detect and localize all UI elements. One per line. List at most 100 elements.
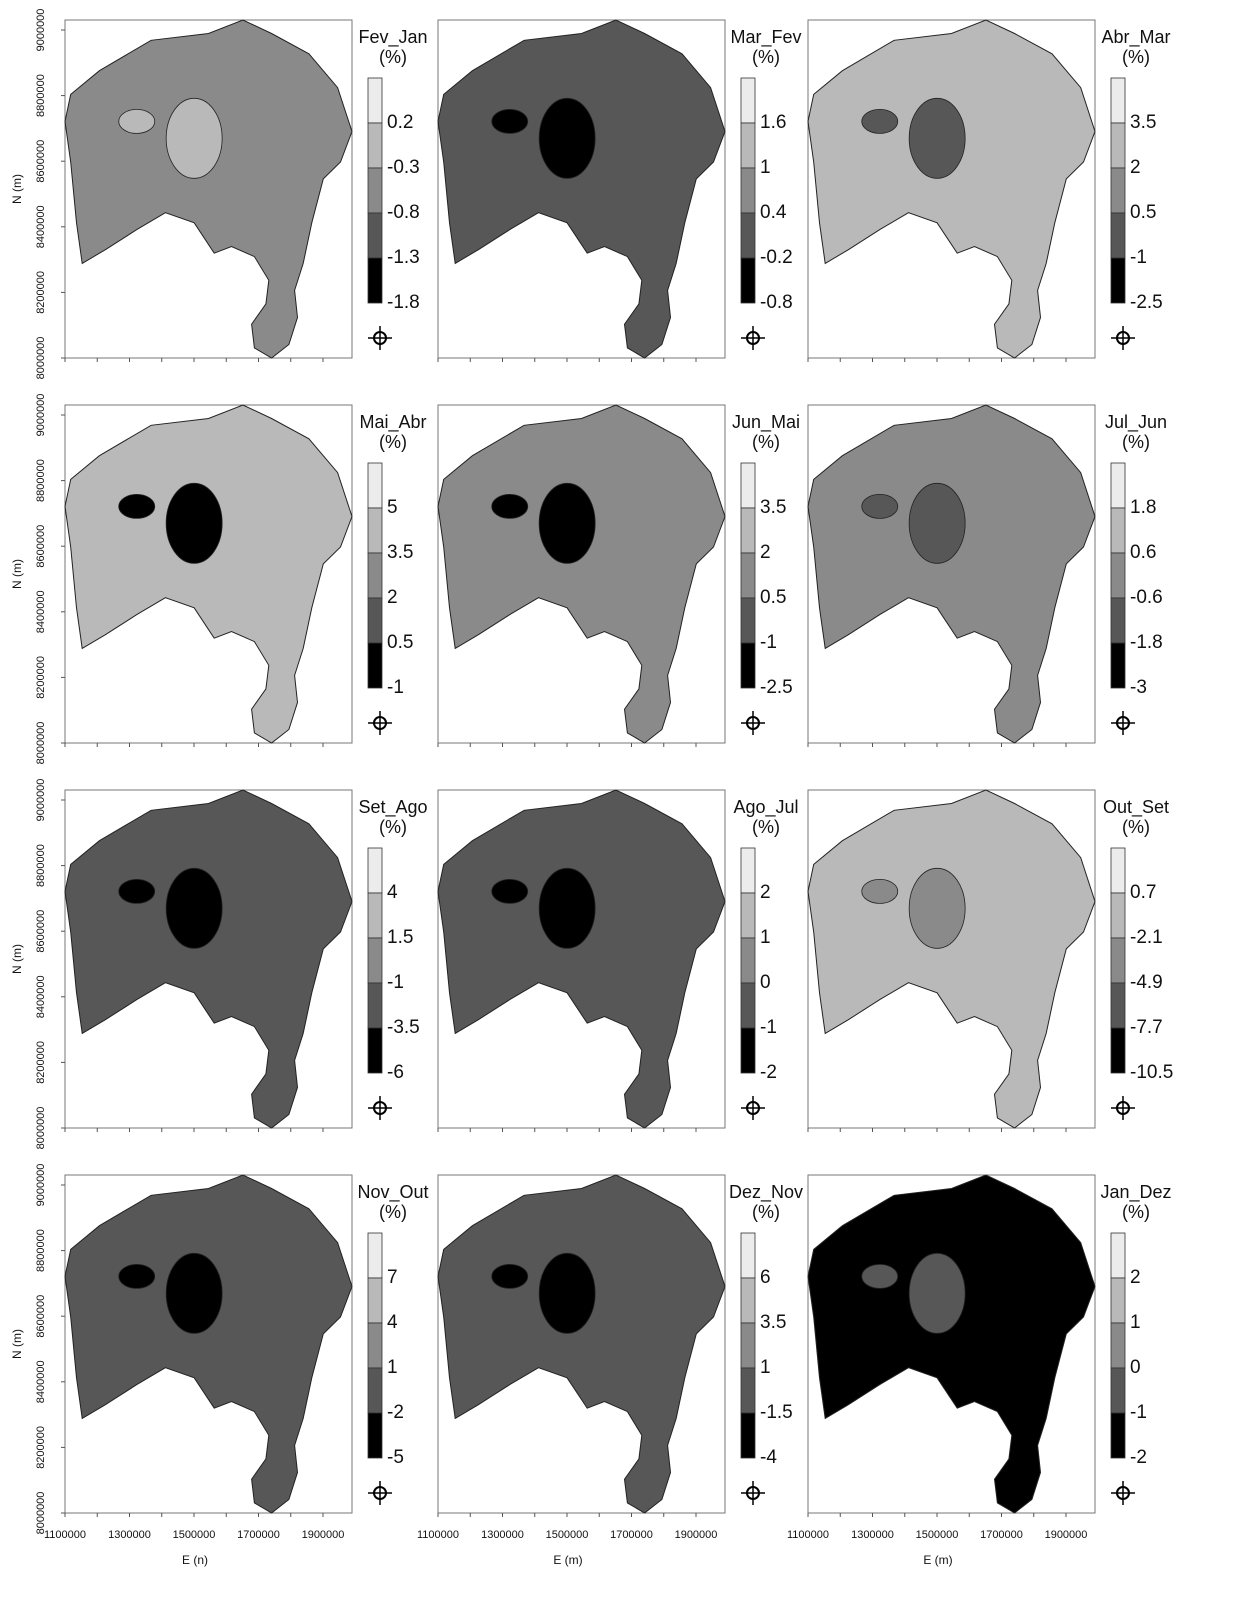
- legend-swatch: [368, 598, 382, 643]
- legend-swatch: [741, 508, 755, 553]
- x-tick-label: 1700000: [980, 1529, 1023, 1541]
- legend-swatch: [741, 983, 755, 1028]
- legend-title: Jun_Mai: [732, 412, 800, 433]
- legend-swatch: [741, 1413, 755, 1458]
- legend-swatch: [1111, 78, 1125, 123]
- legend-swatch: [741, 1323, 755, 1368]
- legend-label: -2: [387, 1402, 404, 1423]
- legend-swatch: [368, 168, 382, 213]
- legend-label: 0.6: [1130, 542, 1156, 563]
- legend-label: 3.5: [387, 542, 413, 563]
- y-tick-label: 8800000: [35, 459, 47, 502]
- compass: [741, 1096, 765, 1120]
- legend-title: Nov_Out: [357, 1182, 428, 1203]
- y-tick-label: 8000000: [35, 722, 47, 765]
- y-tick-label: 8200000: [35, 1426, 47, 1469]
- x-axis-label: E (m): [923, 1553, 952, 1567]
- y-tick-label: 8000000: [35, 337, 47, 380]
- legend-swatch: [1111, 938, 1125, 983]
- compass: [741, 326, 765, 350]
- y-tick-label: 8600000: [35, 525, 47, 568]
- legend-swatch: [368, 123, 382, 168]
- y-tick-label: 8400000: [35, 205, 47, 248]
- map-zone: [539, 483, 595, 563]
- legend-label: 0: [760, 972, 771, 993]
- legend-label: 5: [387, 497, 398, 518]
- legend-label: 1: [1130, 1312, 1141, 1333]
- legend-title: Set_Ago: [358, 797, 427, 818]
- legend-swatch: [368, 1278, 382, 1323]
- legend-unit: (%): [1122, 47, 1150, 67]
- x-axis-label: E (n): [182, 1553, 208, 1567]
- legend-label: -2.5: [760, 677, 793, 698]
- legend-swatch: [368, 1233, 382, 1278]
- legend-swatch: [741, 643, 755, 688]
- y-tick-label: 9000000: [35, 394, 47, 437]
- y-axis-label: N (m): [10, 1329, 24, 1359]
- legend-label: 0.7: [1130, 882, 1156, 903]
- legend-label: -6: [387, 1062, 404, 1083]
- y-tick-label: 8800000: [35, 1229, 47, 1272]
- legend-swatch: [741, 1233, 755, 1278]
- y-axis-label: N (m): [10, 174, 24, 204]
- legend-label: -0.2: [760, 247, 793, 268]
- compass: [741, 711, 765, 735]
- legend-swatch: [368, 78, 382, 123]
- legend-unit: (%): [379, 47, 407, 67]
- legend-unit: (%): [379, 432, 407, 452]
- legend-title: Out_Set: [1103, 797, 1169, 818]
- legend-swatch: [1111, 258, 1125, 303]
- legend-unit: (%): [379, 817, 407, 837]
- x-tick-label: 1900000: [675, 1529, 718, 1541]
- legend-swatch: [368, 643, 382, 688]
- legend-label: -2: [1130, 1447, 1147, 1468]
- x-tick-label: 1100000: [44, 1529, 86, 1541]
- legend-swatch: [741, 463, 755, 508]
- legend-label: 1.8: [1130, 497, 1156, 518]
- legend-swatch: [368, 508, 382, 553]
- legend-unit: (%): [752, 817, 780, 837]
- legend-label: 0.4: [760, 202, 787, 223]
- legend-label: -0.8: [760, 292, 793, 313]
- legend-swatch: [741, 848, 755, 893]
- compass: [1111, 1481, 1135, 1505]
- legend-swatch: [368, 893, 382, 938]
- legend-title: Jul_Jun: [1105, 412, 1167, 433]
- legend-title: Jan_Dez: [1100, 1182, 1171, 1203]
- legend-swatch: [1111, 1278, 1125, 1323]
- compass: [741, 1481, 765, 1505]
- legend-swatch: [741, 78, 755, 123]
- legend-label: 1.6: [760, 112, 786, 133]
- legend-label: 1: [387, 1357, 398, 1378]
- legend-swatch: [368, 258, 382, 303]
- x-tick-label: 1100000: [417, 1529, 459, 1541]
- legend-label: 1.5: [387, 927, 413, 948]
- legend-swatch: [368, 553, 382, 598]
- legend-label: 0: [1130, 1357, 1141, 1378]
- legend-label: -3: [1130, 677, 1147, 698]
- legend-title: Mar_Fev: [730, 27, 801, 48]
- x-tick-label: 1500000: [173, 1529, 216, 1541]
- y-tick-label: 8400000: [35, 590, 47, 633]
- y-tick-label: 8600000: [35, 910, 47, 953]
- legend-swatch: [1111, 463, 1125, 508]
- legend-unit: (%): [1122, 432, 1150, 452]
- legend-title: Dez_Nov: [729, 1182, 803, 1203]
- legend-swatch: [1111, 893, 1125, 938]
- legend-label: 0.2: [387, 112, 413, 133]
- map-zone: [862, 1264, 898, 1288]
- map-zone: [166, 1253, 222, 1333]
- legend-swatch: [741, 213, 755, 258]
- x-axis-label: E (m): [553, 1553, 582, 1567]
- legend-label: 6: [760, 1267, 771, 1288]
- legend-swatch: [741, 553, 755, 598]
- compass: [368, 1096, 392, 1120]
- y-tick-label: 8200000: [35, 656, 47, 699]
- legend-label: -1.5: [760, 1402, 793, 1423]
- legend-label: -1: [387, 677, 404, 698]
- legend-label: 3.5: [760, 1312, 786, 1333]
- map-zone: [119, 109, 155, 133]
- legend-label: 2: [387, 587, 398, 608]
- map-zone: [492, 109, 528, 133]
- legend-label: 2: [1130, 157, 1141, 178]
